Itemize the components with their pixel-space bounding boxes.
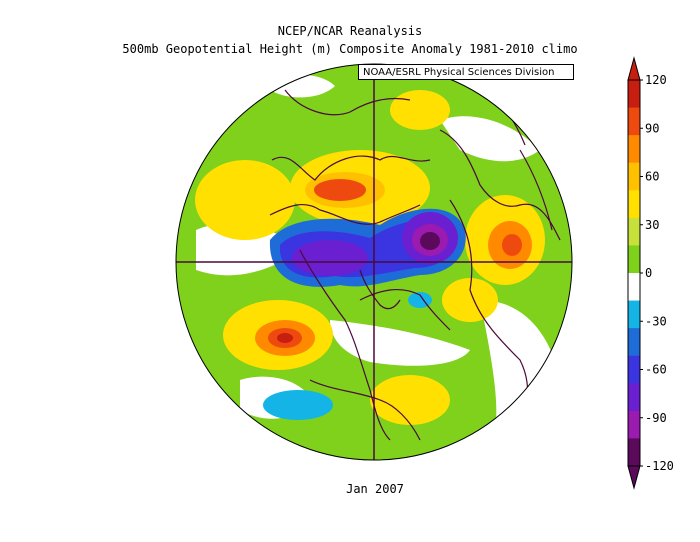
colorbar-labels: 120 90 60 30 0 -30 -60 -90 -120 [640,73,674,473]
chart-title-line2: 500mb Geopotential Height (m) Composite … [122,42,578,56]
siberian-core-min [420,232,440,250]
chart-title-line1: NCEP/NCAR Reanalysis [277,24,423,38]
positive-anomaly-pacific [195,160,295,240]
colorbar-block [628,107,640,136]
colorbar-block [628,273,640,302]
canadian-arctic-core [292,240,368,276]
colorbar-block [628,410,640,439]
asia-core-red [502,234,522,256]
colorbar-block [628,80,640,109]
colorbar-block [628,300,640,329]
credit-label: NOAA/ESRL Physical Sciences Division [358,64,574,80]
colorbar-tick-label: -30 [645,314,667,328]
colorbar-block [628,190,640,219]
colorbar-tick-label: -60 [645,363,667,377]
colorbar-tick-label: -120 [645,459,674,473]
negative-anomaly-subtropics [263,390,333,420]
alaska-core-red [314,179,366,201]
anomaly-field [176,64,572,460]
colorbar-block [628,383,640,412]
period-caption: Jan 2007 [346,482,404,496]
colorbar-block [628,162,640,191]
positive-anomaly-mediterranean [442,278,498,322]
positive-anomaly-tropics [370,375,450,425]
colorbar-tick-label: 90 [645,121,659,135]
near-zero-region-europe [440,116,540,162]
colorbar-block [628,355,640,384]
colorbar-tick-label: 0 [645,266,652,280]
colorbar-max-arrow [627,56,641,81]
positive-anomaly-north [390,90,450,130]
colorbar-blocks [627,56,641,490]
colorbar-tick-label: -90 [645,411,667,425]
colorbar-block [628,135,640,164]
colorbar-tick-label: 120 [645,73,667,87]
colorbar-tick-label: 60 [645,170,659,184]
colorbar-tick-label: 30 [645,218,659,232]
colorbar-block [628,245,640,274]
colorbar-block [628,438,640,467]
near-zero-region-atlantic [330,320,470,366]
colorbar-block [628,217,640,246]
pacific-core-max [277,333,293,343]
colorbar-block [628,328,640,357]
